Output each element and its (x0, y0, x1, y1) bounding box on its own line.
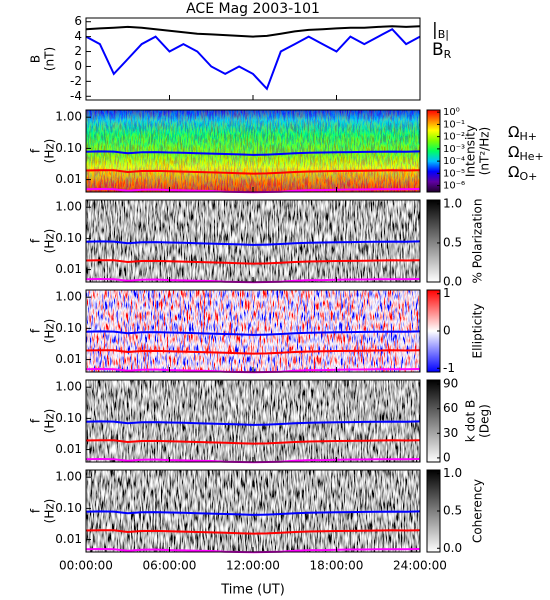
data-line (85, 169, 421, 175)
y-tick-label: 0.01 (55, 262, 82, 276)
y-axis-label: f (29, 508, 43, 513)
legend-entry: ΩHe+ (508, 143, 544, 164)
legend-entry: |B| (432, 20, 449, 41)
colorbar-label: % Polarization (471, 199, 485, 284)
y-axis-label: (Hz) (43, 229, 57, 254)
y-axis-label: f (29, 418, 43, 423)
x-tick-label: 24:00:00 (393, 559, 447, 573)
colorbar (426, 109, 441, 193)
y-tick-label: 6 (74, 14, 82, 28)
colorbar (426, 379, 441, 463)
y-tick-label: 0.01 (55, 352, 82, 366)
y-tick-label: 0.01 (55, 172, 82, 186)
y-axis-label: f (29, 148, 43, 153)
y-tick-label: 0 (74, 59, 82, 73)
colorbar-tick-label: 10⁻¹ (443, 119, 465, 130)
y-tick-label: 2 (74, 44, 82, 58)
colorbar-tick-label: 1.0 (443, 196, 462, 210)
y-tick-label: 0.10 (55, 411, 82, 425)
colorbar-tick-label: 10⁻⁴ (443, 156, 465, 167)
x-tick-label: 00:00:00 (59, 559, 113, 573)
colorbar-tick-label: 1.0 (443, 466, 462, 480)
y-tick-label: 0.10 (55, 231, 82, 245)
y-axis-label: (Hz) (43, 409, 57, 434)
colorbar-tick-label: -1 (443, 361, 455, 375)
y-axis-label: (Hz) (43, 499, 57, 524)
data-line (85, 330, 421, 336)
x-axis-label: Time (UT) (220, 583, 285, 598)
colorbar-tick-label: 10⁻⁶ (443, 181, 465, 192)
y-tick-label: 0.10 (55, 141, 82, 155)
y-axis-label: f (29, 238, 43, 243)
colorbar-label: Intensity (464, 125, 478, 177)
data-line (85, 259, 421, 265)
legend-entry: ΩO+ (508, 163, 537, 184)
x-tick-label: 12:00:00 (226, 559, 280, 573)
colorbar-tick-label: 0.0 (443, 275, 462, 289)
y-axis-label: (nT) (43, 47, 57, 71)
colorbar-label: (Deg) (478, 404, 492, 438)
legend-entry: ΩH+ (508, 123, 537, 144)
y-tick-label: 0.01 (55, 442, 82, 456)
colorbar-tick-label: 90 (443, 377, 458, 391)
y-tick-label: 0.01 (55, 532, 82, 546)
colorbar-label: (nT²/Hz) (478, 127, 492, 175)
x-tick-label: 06:00:00 (143, 559, 197, 573)
y-tick-label: 1.00 (55, 110, 82, 124)
y-tick-label: 1.00 (55, 470, 82, 484)
colorbar-tick-label: 0.0 (443, 541, 462, 555)
data-line (85, 510, 421, 516)
chart-title: ACE Mag 2003-101 (186, 1, 320, 17)
y-tick-label: 1.00 (55, 380, 82, 394)
data-line (85, 240, 421, 246)
colorbar-tick-label: 60 (443, 401, 458, 415)
y-axis-label: (Hz) (43, 139, 57, 164)
colorbar-label: k dot B (464, 400, 478, 442)
y-tick-label: 4 (74, 29, 82, 43)
data-line (85, 420, 421, 426)
data-line (85, 27, 421, 91)
colorbar-tick-label: 10⁻³ (443, 144, 465, 155)
colorbar-tick-label: 0.5 (443, 504, 462, 518)
data-line (85, 349, 421, 355)
y-tick-label: 1.00 (55, 290, 82, 304)
colorbar-tick-label: 0 (443, 450, 451, 464)
colorbar-tick-label: 30 (443, 426, 458, 440)
colorbar-tick-label: 1 (443, 286, 451, 300)
x-tick-label: 18:00:00 (310, 559, 364, 573)
y-tick-label: 1.00 (55, 200, 82, 214)
colorbar (426, 199, 441, 283)
y-tick-label: -4 (70, 89, 82, 103)
colorbar-label: Ellipticity (471, 304, 485, 359)
y-axis-label: B (29, 55, 43, 63)
y-tick-label: 0.10 (55, 501, 82, 515)
y-tick-label: 0.10 (55, 321, 82, 335)
y-axis-label: f (29, 328, 43, 333)
plot-frame (85, 17, 421, 101)
y-tick-label: -2 (70, 74, 82, 88)
data-line (85, 25, 421, 38)
colorbar-tick-label: 0.5 (443, 235, 462, 249)
y-axis-label: (Hz) (43, 319, 57, 344)
colorbar-tick-label: 10⁻⁵ (443, 168, 465, 179)
data-line (85, 150, 421, 156)
colorbar-tick-label: 0 (443, 324, 451, 338)
legend-entry: BR (432, 40, 452, 61)
colorbar-label: Coherency (471, 479, 485, 543)
colorbar-tick-label: 10⁻² (443, 132, 465, 143)
data-line (85, 529, 421, 535)
data-line (85, 439, 421, 445)
colorbar-tick-label: 10⁰ (443, 107, 460, 118)
